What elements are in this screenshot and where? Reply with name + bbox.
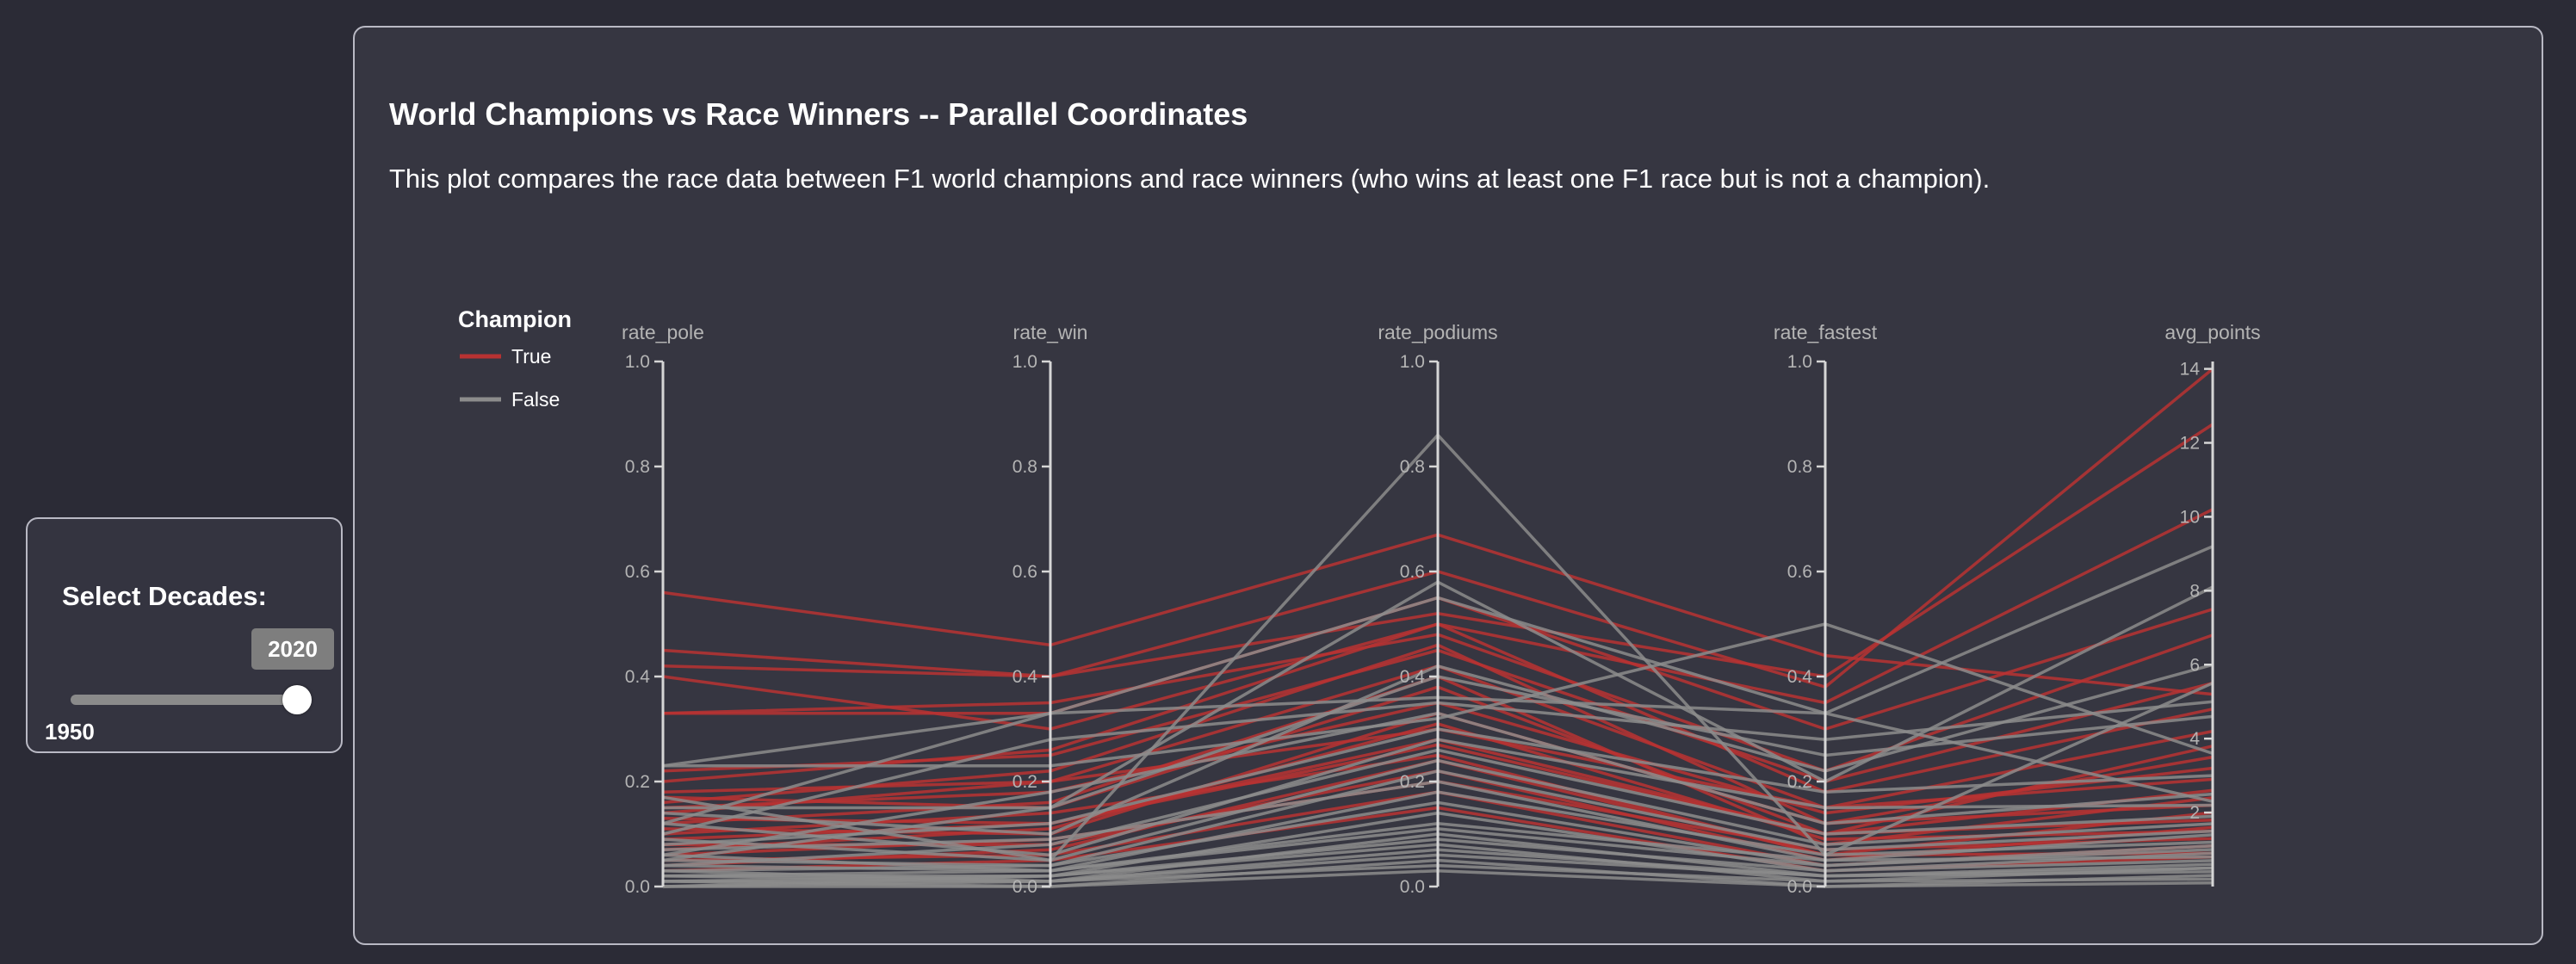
slider-value-tooltip: 2020	[251, 628, 334, 670]
decade-slider-track[interactable]	[71, 695, 298, 705]
tick-label-rate_podiums-1.0: 1.0	[1400, 352, 1425, 372]
page-description: This plot compares the race data between…	[389, 164, 1991, 194]
tick-label-rate_fastest-0.0: 0.0	[1787, 877, 1812, 897]
tick-label-rate_podiums-0.0: 0.0	[1400, 877, 1425, 897]
tick-label-rate_fastest-0.2: 0.2	[1787, 772, 1812, 792]
parallel-coordinates-chart: rate_pole 0.0 0.2 0.4 0.6 0.8 1.0 rate_win 0.0 0.…	[458, 306, 2261, 897]
legend-label-false[interactable]: False	[511, 388, 560, 411]
axis-label-rate_fastest: rate_fastest	[1774, 321, 1878, 343]
axis-label-rate_podiums: rate_podiums	[1378, 321, 1497, 343]
tick-label-avg_points-14: 14	[2180, 360, 2201, 380]
tick-label-rate_pole-0.8: 0.8	[625, 457, 650, 477]
tick-label-avg_points-8: 8	[2189, 581, 2200, 601]
tick-label-rate_win-0.4: 0.4	[1012, 667, 1038, 687]
tick-label-rate_podiums-0.8: 0.8	[1400, 457, 1425, 477]
tick-label-avg_points-2: 2	[2189, 803, 2200, 823]
page-title: World Champions vs Race Winners -- Paral…	[389, 96, 1248, 132]
decade-selector-panel: Select Decades: 2020 1950	[26, 517, 343, 753]
tick-label-rate_win-0.0: 0.0	[1012, 877, 1037, 897]
tick-label-avg_points-12: 12	[2180, 434, 2200, 454]
tick-label-rate_win-1.0: 1.0	[1012, 352, 1037, 372]
chart-panel: World Champions vs Race Winners -- Paral…	[353, 26, 2543, 945]
decade-selector-title: Select Decades:	[62, 581, 267, 611]
tick-label-avg_points-4: 4	[2189, 729, 2200, 749]
axis-label-rate_pole: rate_pole	[622, 321, 704, 343]
decade-slider-handle[interactable]	[282, 685, 312, 714]
tick-label-rate_pole-0.2: 0.2	[625, 772, 650, 792]
tick-label-rate_pole-0.4: 0.4	[625, 667, 651, 687]
tick-label-rate_pole-0.6: 0.6	[625, 562, 650, 582]
legend-label-true[interactable]: True	[511, 345, 551, 368]
tick-label-rate_podiums-0.2: 0.2	[1400, 772, 1425, 792]
tick-label-rate_pole-1.0: 1.0	[625, 352, 650, 372]
tick-label-rate_win-0.8: 0.8	[1012, 457, 1037, 477]
axis-label-rate_win: rate_win	[1013, 321, 1088, 343]
tick-label-rate_fastest-0.6: 0.6	[1787, 562, 1812, 582]
tick-label-avg_points-10: 10	[2180, 507, 2200, 527]
legend-title: Champion	[458, 306, 572, 332]
tick-label-rate_fastest-0.8: 0.8	[1787, 457, 1812, 477]
axis-label-avg_points: avg_points	[2164, 321, 2260, 343]
tick-label-rate_win-0.2: 0.2	[1012, 772, 1037, 792]
tick-label-rate_pole-0.0: 0.0	[625, 877, 650, 897]
tick-label-rate_fastest-1.0: 1.0	[1787, 352, 1812, 372]
tick-label-rate_podiums-0.4: 0.4	[1400, 667, 1426, 687]
tick-label-rate_win-0.6: 0.6	[1012, 562, 1037, 582]
slider-min-label: 1950	[45, 719, 95, 745]
tick-label-rate_podiums-0.6: 0.6	[1400, 562, 1425, 582]
tick-label-avg_points-6: 6	[2189, 655, 2200, 675]
tick-label-rate_fastest-0.4: 0.4	[1787, 667, 1813, 687]
